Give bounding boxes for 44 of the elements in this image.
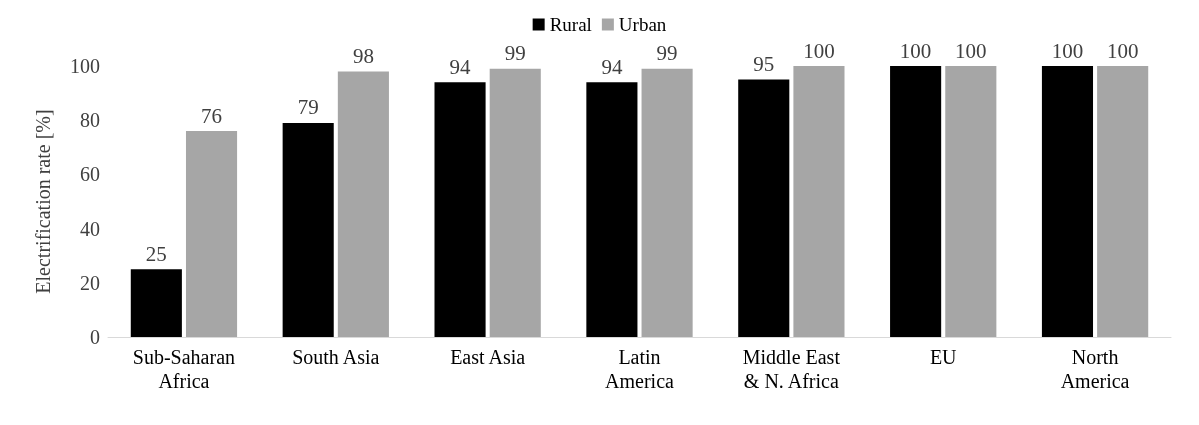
data-label: 100: [1106, 38, 1139, 63]
data-label: 99: [504, 41, 526, 66]
x-tick-label: East Asia: [450, 346, 526, 368]
data-label: 79: [297, 95, 319, 120]
y-tick-label: 100: [70, 55, 100, 77]
x-tick-label: South Asia: [292, 346, 380, 368]
y-tick-label: 0: [90, 326, 100, 348]
data-label: 25: [145, 241, 167, 266]
x-tick-label: Latin America: [605, 346, 675, 392]
bar: [1041, 66, 1094, 337]
data-label: 99: [656, 41, 678, 66]
bar: [890, 66, 942, 337]
data-label: 100: [955, 38, 987, 63]
legend-label: Urban: [618, 14, 667, 35]
bar: [489, 68, 541, 337]
bar: [738, 79, 790, 337]
data-label: 100: [899, 38, 932, 63]
data-label: 100: [803, 38, 835, 63]
bar: [434, 82, 486, 337]
bar: [945, 66, 997, 337]
bar: [641, 68, 693, 337]
bar: [130, 269, 182, 337]
y-tick-label: 60: [80, 163, 100, 186]
x-tick-label: EU: [929, 346, 958, 368]
data-label: 100: [1051, 38, 1084, 63]
y-tick-label: 20: [80, 271, 100, 294]
x-tick-label: North America: [1060, 346, 1130, 392]
bar: [282, 122, 334, 337]
data-label: 98: [352, 43, 374, 68]
bar: [337, 71, 389, 337]
bar: [1097, 66, 1149, 337]
y-tick-label: 40: [80, 217, 100, 240]
bar: [793, 66, 845, 337]
x-tick-label: Middle East & N. Africa: [742, 346, 841, 392]
legend-label: Rural: [549, 14, 592, 35]
x-tick-label: Sub-Saharan Africa: [132, 346, 236, 392]
bar: [185, 131, 238, 337]
data-label: 94: [601, 54, 623, 79]
y-tick-label: 80: [80, 109, 100, 132]
data-label: 94: [449, 54, 472, 79]
y-axis-title: Electrification rate [%]: [32, 109, 54, 294]
data-label: 76: [201, 103, 223, 128]
data-label: 95: [753, 52, 775, 77]
bar: [586, 82, 638, 337]
